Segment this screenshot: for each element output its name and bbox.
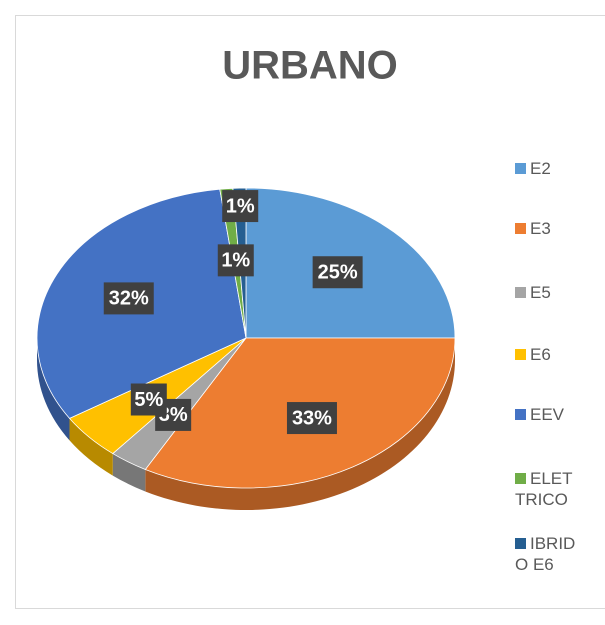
legend-label: E3	[530, 219, 551, 238]
legend-swatch	[515, 538, 526, 549]
data-label-text: 5%	[134, 389, 163, 411]
data-label-box	[222, 190, 259, 223]
legend-swatch	[515, 409, 526, 420]
legend-swatch	[515, 473, 526, 484]
data-label-box	[217, 244, 254, 277]
data-label-box	[312, 256, 363, 289]
data-label-box	[130, 383, 167, 416]
legend-label: E2	[530, 159, 551, 178]
legend-item: E3	[515, 218, 579, 239]
legend-item: E2	[515, 158, 579, 179]
data-label: 32%	[103, 282, 154, 315]
data-label-box	[286, 402, 337, 435]
legend-label: E5	[530, 283, 551, 302]
pie-side	[37, 338, 70, 441]
legend-swatch	[515, 223, 526, 234]
data-label: 33%	[286, 402, 337, 435]
data-label: 1%	[222, 190, 259, 223]
legend-item: E5	[515, 282, 579, 303]
data-label-text: 1%	[221, 250, 250, 272]
legend-label: IBRIDO E6	[515, 534, 576, 574]
legend-item: ELETTRICO	[515, 468, 579, 510]
data-label-box	[103, 282, 154, 315]
legend-swatch	[515, 163, 526, 174]
pie-side	[112, 453, 146, 492]
chart-title: URBANO	[222, 44, 398, 88]
legend-item: IBRIDO E6	[515, 533, 579, 575]
data-label-text: 32%	[109, 288, 149, 310]
legend-item: EEV	[515, 404, 579, 425]
data-label: 5%	[130, 383, 167, 416]
legend-label: E6	[530, 345, 551, 364]
legend-label: EEV	[530, 405, 565, 424]
data-label-text: 33%	[292, 407, 332, 429]
legend-label: ELETTRICO	[515, 469, 573, 509]
data-label-text: 1%	[226, 195, 255, 217]
legend-swatch	[515, 349, 526, 360]
pie-side	[145, 338, 455, 510]
pie-side	[69, 418, 113, 476]
data-label-text: 25%	[318, 262, 358, 284]
data-label: 1%	[217, 244, 254, 277]
legend-swatch	[515, 287, 526, 298]
data-label: 25%	[312, 256, 363, 289]
legend-item: E6	[515, 344, 579, 365]
